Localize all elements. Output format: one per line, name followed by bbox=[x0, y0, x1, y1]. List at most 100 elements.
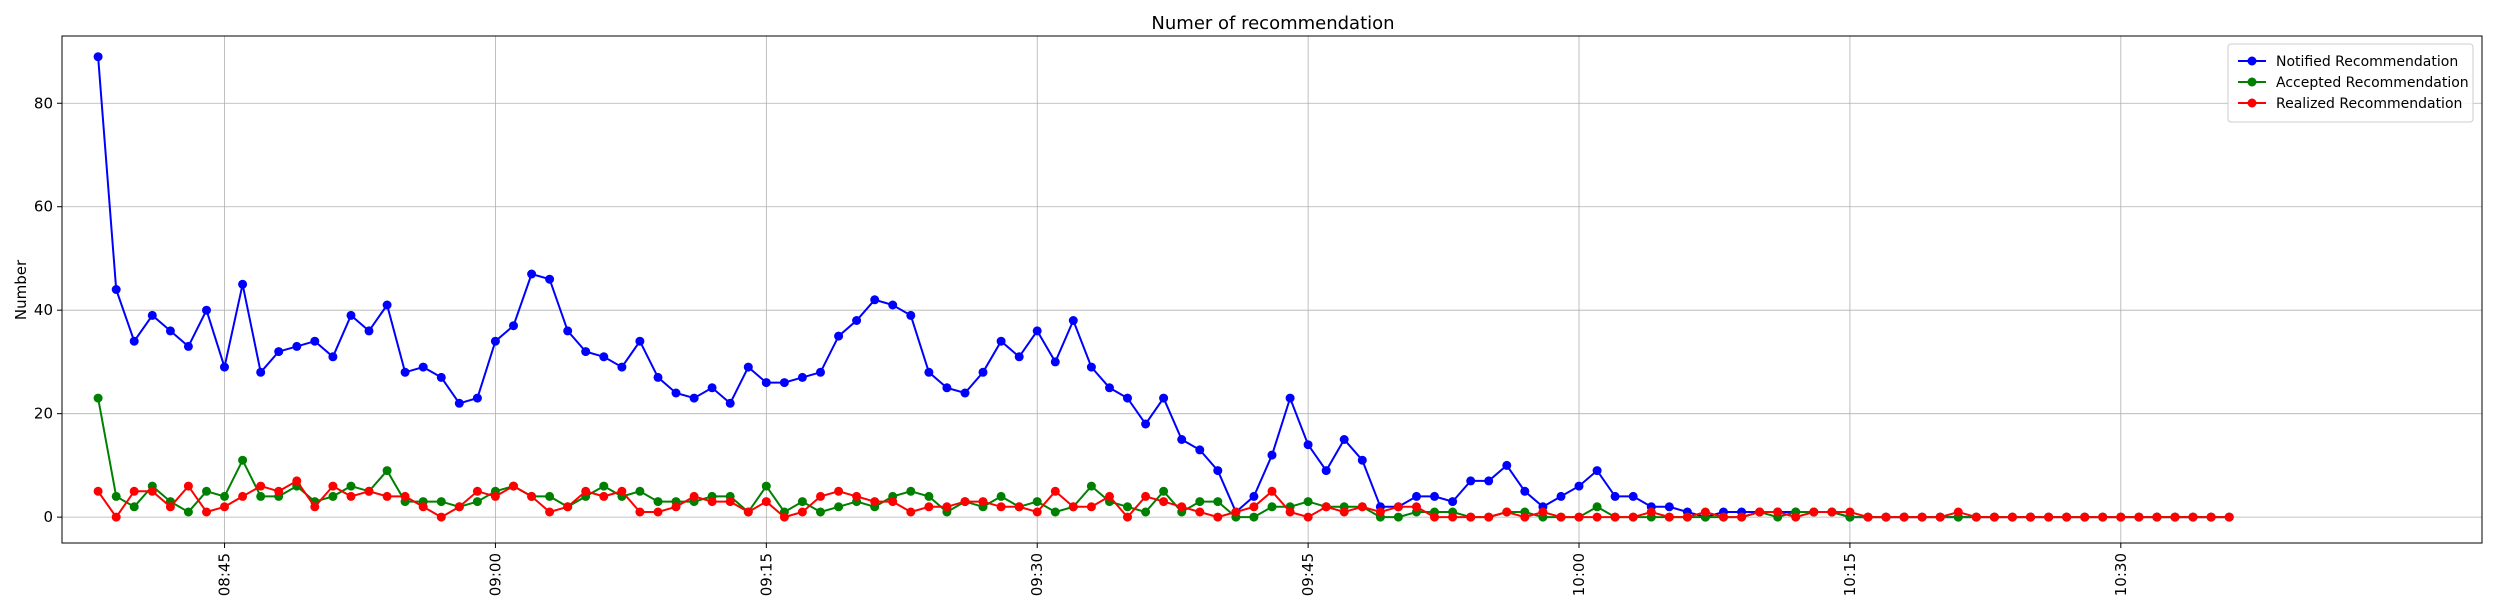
data-point bbox=[978, 367, 988, 377]
data-point bbox=[202, 305, 211, 315]
data-point bbox=[274, 347, 284, 357]
data-point bbox=[834, 486, 844, 496]
data-point bbox=[238, 279, 248, 289]
data-point bbox=[1177, 435, 1187, 444]
data-point bbox=[1773, 507, 1783, 517]
data-point bbox=[292, 476, 302, 486]
data-point bbox=[1159, 497, 1169, 507]
data-point bbox=[581, 486, 591, 496]
y-tick-label: 40 bbox=[34, 301, 53, 319]
data-point bbox=[1195, 507, 1205, 517]
data-point bbox=[617, 362, 627, 372]
data-point bbox=[1303, 512, 1313, 522]
data-point bbox=[1050, 357, 1060, 367]
data-point bbox=[1881, 512, 1891, 522]
data-point bbox=[671, 502, 681, 512]
data-point bbox=[1249, 491, 1259, 501]
data-point bbox=[346, 310, 356, 320]
data-point bbox=[2098, 512, 2108, 522]
data-point bbox=[238, 455, 248, 465]
data-point bbox=[1321, 502, 1331, 512]
data-point bbox=[960, 388, 970, 398]
data-point bbox=[1574, 512, 1584, 522]
y-tick-label: 0 bbox=[43, 508, 53, 526]
data-point bbox=[1502, 460, 1512, 470]
data-point bbox=[382, 491, 392, 501]
data-point bbox=[725, 497, 735, 507]
data-point bbox=[743, 507, 753, 517]
data-point bbox=[472, 486, 482, 496]
data-point bbox=[1827, 507, 1837, 517]
data-point bbox=[220, 502, 229, 512]
data-point bbox=[93, 52, 103, 62]
data-point bbox=[1032, 497, 1042, 507]
data-point bbox=[924, 367, 934, 377]
data-point bbox=[1737, 512, 1747, 522]
data-point bbox=[1285, 393, 1295, 403]
data-point bbox=[1700, 507, 1710, 517]
data-point bbox=[1863, 512, 1873, 522]
data-point bbox=[545, 274, 555, 284]
data-point bbox=[1556, 491, 1566, 501]
data-point bbox=[436, 497, 446, 507]
data-point bbox=[1953, 507, 1963, 517]
data-point bbox=[1845, 507, 1855, 517]
series-realized-recommendation bbox=[93, 476, 2234, 522]
data-point bbox=[599, 491, 609, 501]
data-point bbox=[1646, 507, 1656, 517]
data-point bbox=[1664, 502, 1674, 512]
data-point bbox=[1068, 502, 1078, 512]
data-point bbox=[1123, 393, 1132, 403]
data-point bbox=[978, 497, 988, 507]
data-point bbox=[924, 491, 934, 501]
data-point bbox=[1899, 512, 1909, 522]
data-point bbox=[960, 497, 970, 507]
data-point bbox=[454, 398, 464, 408]
legend: Notified Recommendation Accepted Recommen… bbox=[2227, 43, 2474, 123]
data-point bbox=[707, 383, 717, 393]
data-point bbox=[509, 321, 518, 331]
data-point bbox=[1213, 466, 1223, 476]
data-point bbox=[545, 507, 555, 517]
data-point bbox=[1935, 512, 1945, 522]
data-point bbox=[1105, 383, 1114, 393]
data-point bbox=[292, 341, 302, 351]
y-tick-label: 60 bbox=[34, 198, 53, 216]
legend-marker bbox=[2247, 56, 2257, 66]
data-point bbox=[1141, 491, 1151, 501]
data-point bbox=[942, 502, 952, 512]
data-point bbox=[220, 491, 229, 501]
data-point bbox=[364, 326, 374, 336]
data-point bbox=[617, 486, 627, 496]
data-point bbox=[653, 507, 663, 517]
data-point bbox=[1050, 507, 1060, 517]
data-point bbox=[725, 398, 735, 408]
data-point bbox=[1159, 486, 1169, 496]
data-point bbox=[183, 341, 193, 351]
data-point bbox=[1971, 512, 1981, 522]
data-point bbox=[527, 491, 537, 501]
data-point bbox=[707, 497, 717, 507]
data-point bbox=[888, 300, 898, 310]
legend-label: Realized Recommendation bbox=[2276, 96, 2462, 112]
data-point bbox=[274, 486, 284, 496]
data-point bbox=[816, 491, 825, 501]
data-point bbox=[635, 507, 645, 517]
data-point bbox=[1177, 502, 1187, 512]
data-point bbox=[1123, 502, 1132, 512]
legend-item: Realized Recommendation bbox=[2238, 96, 2462, 112]
data-point bbox=[93, 486, 103, 496]
data-point bbox=[1357, 455, 1367, 465]
data-point bbox=[599, 481, 609, 491]
data-point bbox=[1393, 512, 1403, 522]
data-point bbox=[328, 481, 338, 491]
data-point bbox=[1628, 512, 1638, 522]
x-tick-label: 10:30 bbox=[2112, 553, 2130, 596]
series-notified-recommendation bbox=[93, 52, 2234, 522]
data-point bbox=[2134, 512, 2144, 522]
data-point bbox=[1592, 512, 1602, 522]
data-point bbox=[238, 491, 248, 501]
data-point bbox=[490, 336, 500, 346]
data-point bbox=[2026, 512, 2035, 522]
